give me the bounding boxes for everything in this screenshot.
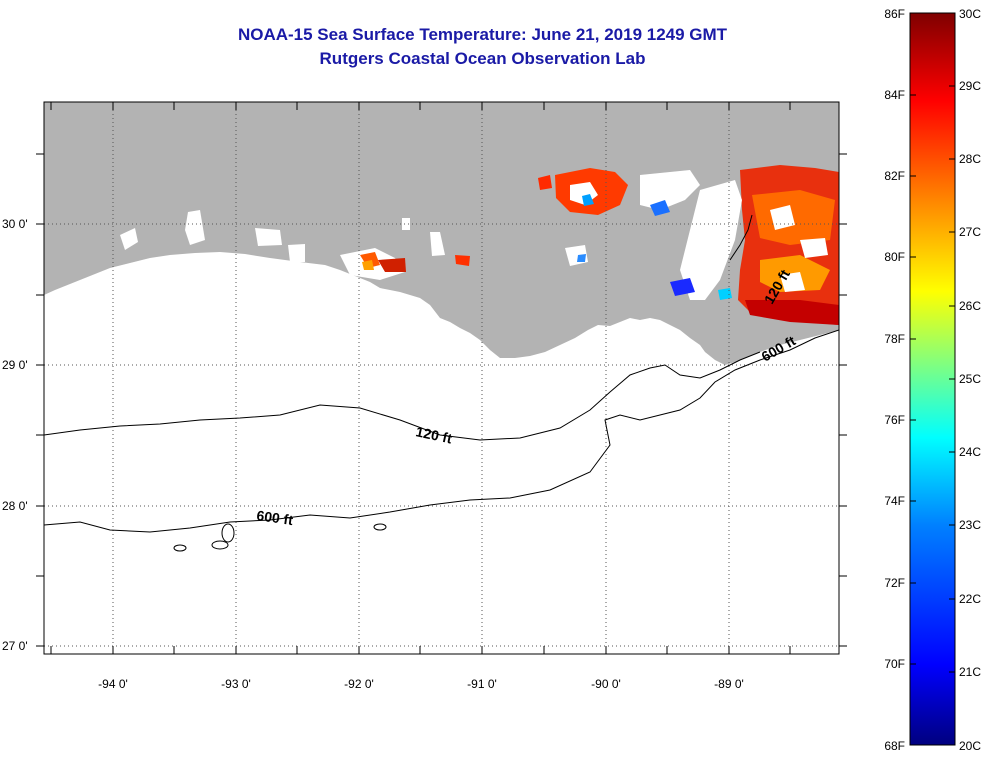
lakes — [120, 210, 445, 262]
colorbar-f-label: 78F — [884, 332, 905, 346]
colorbar-f-label: 84F — [884, 88, 905, 102]
colorbar-ticks — [910, 85, 955, 673]
graticule — [44, 102, 839, 654]
colorbar-c-label: 20C — [959, 739, 981, 753]
lat-label: 29 0' — [2, 358, 28, 372]
colorbar-c-label: 24C — [959, 445, 981, 459]
lat-label: 30 0' — [2, 217, 28, 231]
colorbar-f-label: 72F — [884, 576, 905, 590]
colorbar-f-label: 68F — [884, 739, 905, 753]
colorbar-f-label: 74F — [884, 494, 905, 508]
lon-label: -91 0' — [467, 677, 497, 691]
colorbar-f-label: 86F — [884, 7, 905, 21]
axis-ticks — [36, 102, 847, 654]
colorbar-c-label: 30C — [959, 7, 981, 21]
colorbar-c-label: 23C — [959, 518, 981, 532]
lat-label: 28 0' — [2, 499, 28, 513]
lon-label: -92 0' — [344, 677, 374, 691]
colorbar-f-label: 80F — [884, 250, 905, 264]
map-subtitle: Rutgers Coastal Ocean Observation Lab — [319, 49, 646, 68]
colorbar-c-label: 25C — [959, 372, 981, 386]
map-title: NOAA-15 Sea Surface Temperature: June 21… — [237, 25, 728, 44]
lon-label: -90 0' — [591, 677, 621, 691]
lon-label: -89 0' — [714, 677, 744, 691]
colorbar — [909, 12, 956, 746]
depth-contours — [44, 214, 839, 552]
colorbar-c-label: 29C — [959, 79, 981, 93]
land-mass — [44, 102, 839, 365]
colorbar-c-label: 28C — [959, 152, 981, 166]
contour-label-600ft-west: 600 ft — [256, 507, 295, 528]
colorbar-c-label: 27C — [959, 225, 981, 239]
lon-label: -93 0' — [221, 677, 251, 691]
lon-label: -94 0' — [98, 677, 128, 691]
map-frame — [43, 101, 840, 655]
colorbar-f-label: 82F — [884, 169, 905, 183]
colorbar-f-label: 76F — [884, 413, 905, 427]
colorbar-f-label: 70F — [884, 657, 905, 671]
colorbar-c-label: 22C — [959, 592, 981, 606]
lat-label: 27 0' — [2, 639, 28, 653]
sst-patches — [340, 165, 839, 325]
colorbar-c-label: 26C — [959, 299, 981, 313]
contour-label-120ft: 120 ft — [414, 423, 453, 446]
colorbar-c-label: 21C — [959, 665, 981, 679]
